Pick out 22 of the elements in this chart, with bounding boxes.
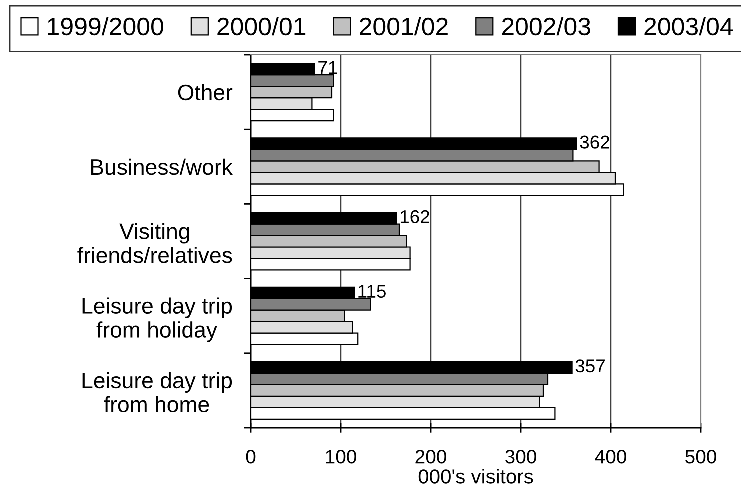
x-tick-label: 100 [326,450,356,464]
data-label: 162 [400,210,430,224]
legend-label: 2003/04 [644,17,734,36]
y-tick-label: Other [178,84,233,101]
x-tick-label: 200 [416,450,446,464]
x-axis-title: 000's visitors [418,469,534,484]
x-tick-label: 300 [506,450,536,464]
x-tick-label: 0 [246,450,256,464]
legend-label: 2000/01 [218,17,306,36]
data-label: 71 [318,61,338,74]
data-label: 362 [580,136,610,149]
y-tick-label: Visiting friends/relatives [78,223,232,264]
x-tick-label: 400 [595,450,626,464]
y-tick-label: Business/work [92,158,233,176]
legend-label: 1999/2000 [48,17,164,36]
data-label: 115 [358,285,386,298]
y-tick-label: Leisure day trip from holiday [82,298,232,342]
data-label: 357 [576,360,605,373]
legend-label: 2001/02 [360,17,448,36]
y-tick-label: Leisure day trip from home [82,372,232,413]
x-tick-label: 500 [686,450,716,464]
legend-label: 2002/03 [502,17,590,36]
